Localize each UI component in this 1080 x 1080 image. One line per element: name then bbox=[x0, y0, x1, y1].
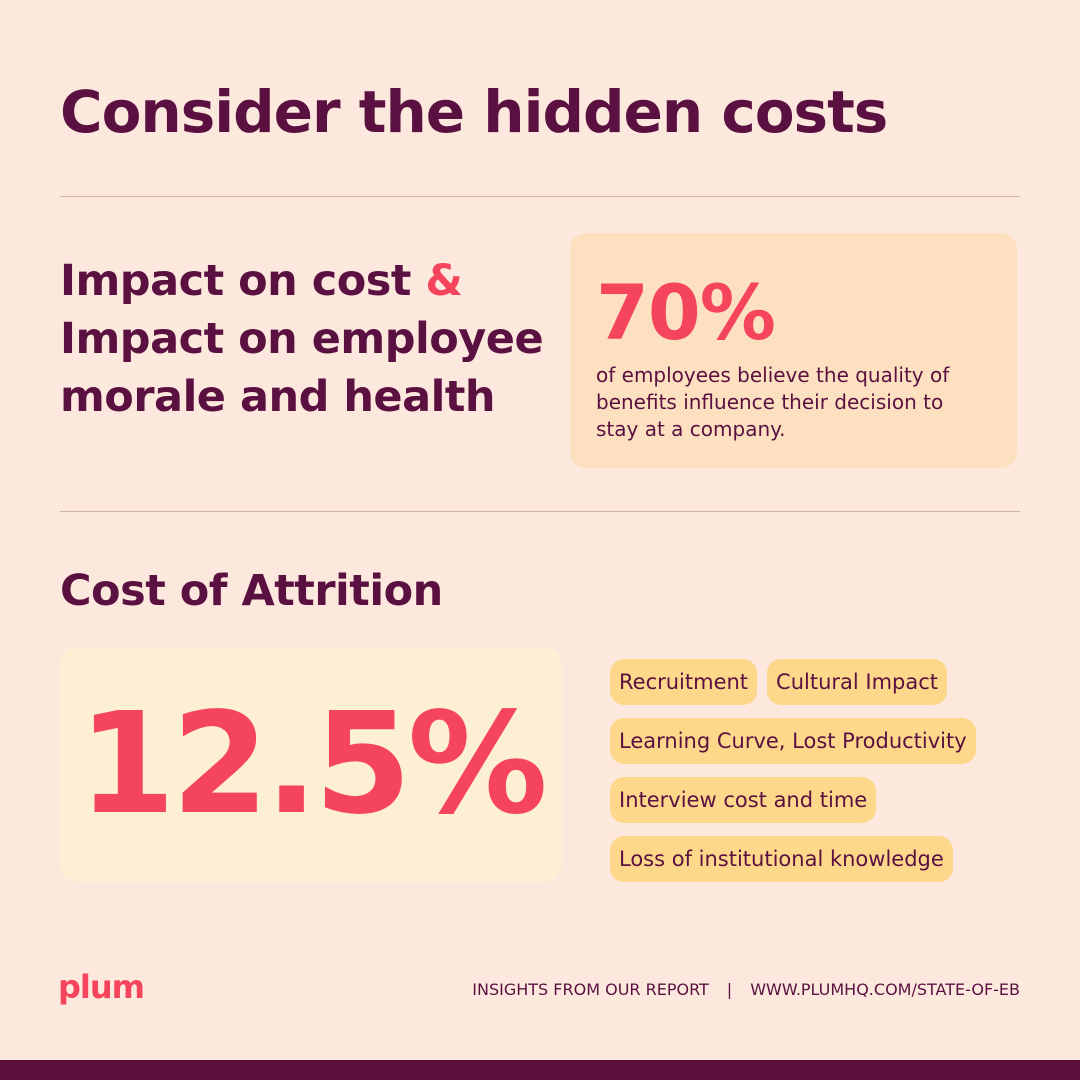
section-heading: Impact on cost & Impact on employee moral… bbox=[60, 252, 560, 426]
divider bbox=[60, 196, 1020, 197]
footer: INSIGHTS FROM OUR REPORT | WWW.PLUMHQ.CO… bbox=[472, 980, 1020, 999]
divider bbox=[60, 511, 1020, 512]
title: Consider the hidden costs bbox=[60, 78, 888, 146]
stat-description: of employees believe the quality of bene… bbox=[596, 363, 950, 441]
heading-text: Impact on employee morale and health bbox=[60, 314, 544, 422]
tag: Cultural Impact bbox=[767, 659, 948, 705]
bottom-bar bbox=[0, 1060, 1080, 1080]
tag-list: Recruitment Cultural Impact Learning Cur… bbox=[610, 659, 1025, 882]
tag: Loss of institutional knowledge bbox=[610, 836, 953, 882]
stat-value: 12.5% bbox=[78, 683, 548, 846]
section-heading: Cost of Attrition bbox=[60, 566, 443, 616]
stat-value: 70% bbox=[596, 268, 776, 357]
tag: Recruitment bbox=[610, 659, 758, 705]
footer-url: WWW.PLUMHQ.COM/STATE-OF-EB bbox=[750, 980, 1020, 999]
footer-separator: | bbox=[726, 980, 733, 999]
heading-text: Impact on cost bbox=[60, 256, 411, 306]
logo: plum bbox=[58, 968, 145, 1006]
tag: Interview cost and time bbox=[610, 777, 877, 823]
footer-label: INSIGHTS FROM OUR REPORT bbox=[472, 980, 709, 999]
tag: Learning Curve, Lost Productivity bbox=[610, 718, 976, 764]
ampersand: & bbox=[425, 256, 463, 306]
stat-card bbox=[570, 233, 1017, 468]
stat-card: 12.5% bbox=[60, 647, 562, 882]
